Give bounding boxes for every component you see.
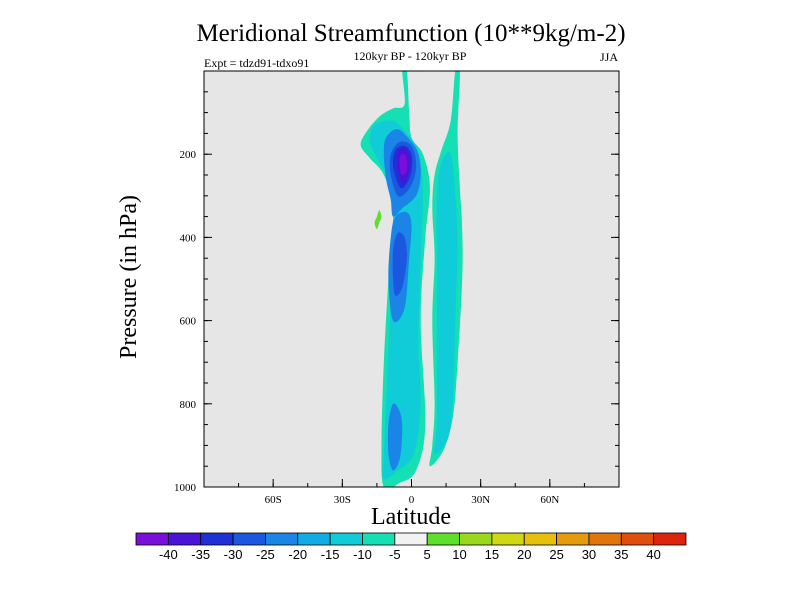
colorbar-box-10: [459, 532, 493, 546]
colorbar-label: 20: [517, 547, 531, 562]
x-tick-label: 30S: [334, 494, 351, 506]
colorbar-box-14: [588, 532, 622, 546]
colorbar-label: -15: [321, 547, 340, 562]
contour-region-7: [392, 232, 407, 296]
colorbar-label: -20: [288, 547, 307, 562]
colorbar-label: 35: [614, 547, 628, 562]
colorbar-box-0: [135, 532, 169, 546]
colorbar-box-9: [426, 532, 460, 546]
subtitle-center: 120kyr BP - 120kyr BP: [354, 49, 467, 63]
colorbar-box-7: [362, 532, 396, 546]
colorbar-label: 10: [452, 547, 466, 562]
contour-region-4: [387, 403, 403, 471]
y-tick-label: 600: [180, 316, 197, 328]
colorbar: -40 -35 -30 -25 -20 -15 -10 -5 5 10 15 20 25 30 35 40: [135, 532, 687, 562]
colorbar-label: 40: [646, 547, 660, 562]
colorbar-box-6: [329, 532, 363, 546]
x-axis-label: Latitude: [371, 504, 451, 530]
colorbar-box-8: [394, 532, 428, 546]
subtitle-left: Expt = tdzd91-tdxo91: [204, 56, 309, 70]
colorbar-box-2: [200, 532, 234, 546]
colorbar-box-15: [620, 532, 655, 546]
y-tick-label: 200: [180, 149, 197, 161]
y-axis-label: Pressure (in hPa): [116, 195, 142, 359]
colorbar-label: 5: [424, 547, 431, 562]
colorbar-box-13: [556, 532, 590, 546]
contour-region-3: [434, 152, 458, 455]
contour-regions: [360, 71, 463, 487]
colorbar-label: -5: [389, 547, 401, 562]
colorbar-box-3: [232, 532, 266, 546]
colorbar-label: -30: [224, 547, 243, 562]
y-axis: 200 400 600 800 1000: [174, 91, 619, 494]
contour-region-12: [374, 210, 382, 230]
y-tick-label: 800: [180, 399, 197, 411]
chart-title: Meridional Streamfunction (10**9kg/m-2): [196, 20, 625, 47]
colorbar-label: -35: [191, 547, 210, 562]
colorbar-label: -25: [256, 547, 275, 562]
colorbar-label: 30: [582, 547, 596, 562]
y-tick-label: 1000: [174, 482, 197, 494]
subtitle-right: JJA: [600, 50, 618, 64]
colorbar-box-5: [297, 532, 331, 546]
y-tick-label: 400: [180, 232, 197, 244]
colorbar-box-1: [167, 532, 202, 546]
colorbar-label: 15: [485, 547, 499, 562]
x-axis: 60S 30S 0 30N 60N: [238, 479, 585, 506]
colorbar-box-4: [265, 532, 299, 546]
colorbar-box-12: [523, 532, 557, 546]
x-tick-label: 60N: [540, 494, 559, 506]
colorbar-label: -40: [159, 547, 178, 562]
colorbar-box-11: [491, 532, 525, 546]
colorbar-label: 25: [549, 547, 563, 562]
x-tick-label: 30N: [471, 494, 490, 506]
colorbar-label: -10: [353, 547, 372, 562]
x-tick-label: 60S: [265, 494, 282, 506]
x-tick-label: 0: [409, 494, 415, 506]
colorbar-box-16: [653, 532, 687, 546]
contour-region-11: [399, 153, 408, 176]
